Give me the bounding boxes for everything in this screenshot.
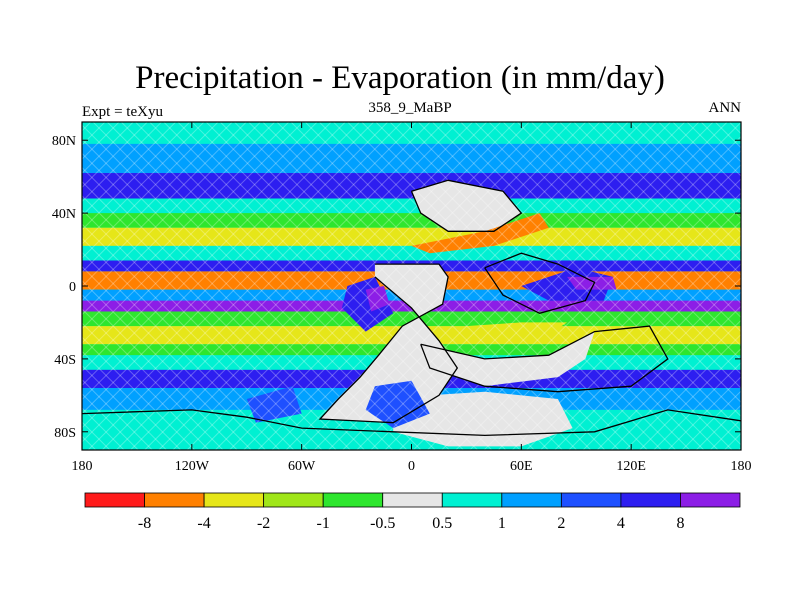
field-texture <box>82 122 741 450</box>
coastline-north <box>410 179 523 232</box>
colorbar-swatch <box>322 492 384 508</box>
colorbar-swatch <box>144 492 205 508</box>
colorbar-label: -4 <box>197 515 210 532</box>
experiment-label: Expt = teXyu <box>82 104 163 120</box>
colorbar-label: 2 <box>557 515 565 532</box>
x-tick-label: 120W <box>175 459 210 474</box>
y-tick-label: 0 <box>69 280 76 295</box>
y-tick-label: 80S <box>54 426 76 441</box>
season-label: ANN <box>708 100 742 116</box>
colorbar-swatch <box>560 492 622 508</box>
colorbar-swatch <box>501 492 562 508</box>
colorbar-swatch <box>441 492 503 508</box>
colorbar-swatch <box>620 492 681 508</box>
y-tick-label: 80N <box>52 134 76 149</box>
colorbar-swatch <box>382 492 443 508</box>
colorbar-label: 4 <box>617 515 625 532</box>
coastline-east <box>420 325 669 393</box>
colorbar-label: -1 <box>317 515 330 532</box>
colorbar-label: -0.5 <box>370 515 395 532</box>
colorbar-swatch <box>84 492 145 508</box>
x-tick-label: 0 <box>408 459 415 474</box>
x-tick-label: 120E <box>616 459 646 474</box>
plot-field <box>82 122 741 450</box>
colorbar-label: 8 <box>676 515 684 532</box>
colorbar-swatch <box>263 492 324 508</box>
x-tick-label: 60E <box>510 459 533 474</box>
x-tick-label: 180 <box>72 459 93 474</box>
chart-title: Precipitation - Evaporation (in mm/day) <box>135 60 665 96</box>
x-tick-label: 60W <box>288 459 316 474</box>
y-tick-label: 40N <box>52 207 76 222</box>
x-tick-label: 180 <box>731 459 752 474</box>
y-tick-label: 40S <box>54 353 76 368</box>
colorbar-label: 0.5 <box>432 515 452 532</box>
colorbar-label: -8 <box>138 515 151 532</box>
colorbar-label: -2 <box>257 515 270 532</box>
coastline-south-polar <box>82 409 741 437</box>
time-label: 358_9_MaBP <box>368 100 452 116</box>
colorbar-label: 1 <box>498 515 506 532</box>
colorbar-swatch <box>680 492 741 508</box>
coastline-east-north <box>484 252 596 314</box>
colorbar-swatch <box>203 492 265 508</box>
